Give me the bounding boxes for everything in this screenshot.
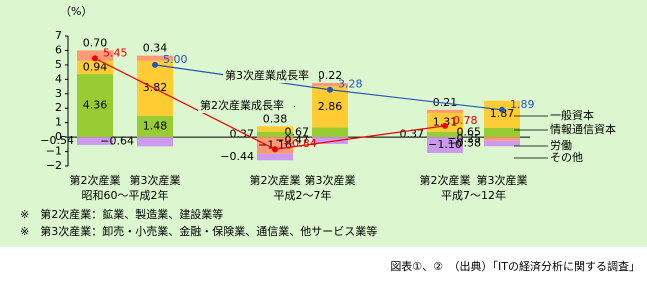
value-label: 4.36 (83, 99, 108, 112)
growth-point (442, 122, 448, 129)
x-tick-label: 第3次産業 (305, 173, 356, 187)
annotation-bg (198, 99, 294, 113)
annotation-bg (223, 69, 319, 83)
value-label: 2.86 (318, 100, 343, 113)
bar-segment (257, 137, 293, 154)
bar-segment (427, 109, 463, 113)
bar-segment (137, 115, 173, 138)
bar-segment (484, 137, 520, 141)
value-label: 0.38 (263, 112, 288, 125)
value-label: −1.10 (428, 138, 462, 151)
bar-segment (137, 137, 173, 147)
y-tick-label: 0 (55, 130, 62, 143)
y-tick-label: 7 (55, 29, 62, 42)
group-label: 平成7～12年 (441, 188, 506, 202)
y-tick-label: 5 (55, 58, 62, 71)
value-label: −0.54 (40, 134, 74, 147)
y-tick-label: −1 (46, 145, 62, 158)
bar-segment (257, 131, 293, 138)
x-tick-label: 第2次産業 (250, 173, 301, 187)
note: ※ 第2次産業：鉱業、製造業、建設業等 (20, 207, 223, 221)
growth-label: 1.89 (510, 98, 535, 111)
value-label: −0.38 (447, 136, 481, 149)
group-label: 平成2～7年 (274, 188, 332, 202)
bar-segment (257, 153, 293, 161)
x-tick-label: 第3次産業 (130, 173, 181, 187)
growth-point (499, 106, 505, 113)
value-label: −0.25 (447, 132, 481, 145)
group-label: 昭和60～平成2年 (82, 188, 169, 202)
value-label: 0.22 (318, 69, 343, 82)
bar-segment (257, 126, 293, 132)
y-axis-label: （%） (60, 5, 92, 18)
line-name: 第2次産業成長率 (200, 98, 284, 112)
legend-label: 一般資本 (550, 108, 594, 122)
bar-segment (427, 137, 463, 153)
legend-label: 労働 (550, 138, 572, 152)
value-label: 0.34 (143, 42, 168, 55)
growth-label: 3.28 (338, 78, 363, 91)
bar-segment (312, 137, 348, 144)
y-tick-label: 4 (55, 72, 62, 85)
bar-segment (137, 55, 173, 61)
growth-label: 0.78 (453, 114, 478, 127)
bar-segment (77, 60, 113, 75)
growth-point (92, 55, 98, 62)
growth-label: 5.00 (163, 53, 188, 66)
value-label: −0.44 (220, 150, 254, 163)
bar-segment (312, 127, 348, 138)
growth-label: −0.84 (283, 137, 317, 150)
value-label: 1.48 (143, 119, 168, 132)
value-label: 0.37 (230, 127, 255, 140)
source: 図表①、② （出典）「ITの経済分析に関する調査」 (390, 259, 640, 273)
growth-point (152, 61, 158, 68)
bar-segment (484, 140, 520, 147)
value-label: 0.21 (433, 96, 458, 109)
growth-point (327, 86, 333, 93)
growth-point (272, 146, 278, 153)
value-label: 0.65 (457, 125, 482, 138)
value-label: 0.70 (83, 36, 108, 49)
bar-segment (77, 137, 113, 145)
value-label: 0.67 (285, 125, 310, 138)
value-label: −0.64 (100, 135, 134, 148)
value-label: 1.31 (433, 115, 458, 128)
bar-segment (427, 131, 463, 138)
bar-segment (312, 86, 348, 128)
growth-label: 5.45 (103, 46, 128, 59)
value-label: −0.47 (275, 134, 309, 147)
y-tick-label: 6 (55, 43, 62, 56)
line-name: 第3次産業成長率 (225, 68, 309, 82)
legend-label: その他 (550, 151, 583, 164)
legend-label: 情報通信資本 (550, 122, 616, 136)
note: ※ 第3次産業：卸売・小売業、金融・保険業、通信業、他サービス業等 (20, 224, 377, 238)
bar-segment (484, 127, 520, 138)
x-tick-label: 第2次産業 (70, 173, 121, 187)
value-label: 1.87 (490, 107, 515, 120)
value-label: 3.82 (143, 81, 168, 94)
bar-segment (312, 82, 348, 87)
value-label: 0.94 (83, 60, 108, 73)
y-tick-label: 3 (55, 87, 62, 100)
y-tick-label: 1 (55, 116, 62, 129)
x-tick-label: 第3次産業 (477, 173, 528, 187)
bar-segment (484, 100, 520, 128)
bar-segment (77, 74, 113, 138)
y-tick-label: −2 (46, 159, 62, 172)
y-tick-label: 2 (55, 101, 62, 114)
x-tick-label: 第2次産業 (420, 173, 471, 187)
